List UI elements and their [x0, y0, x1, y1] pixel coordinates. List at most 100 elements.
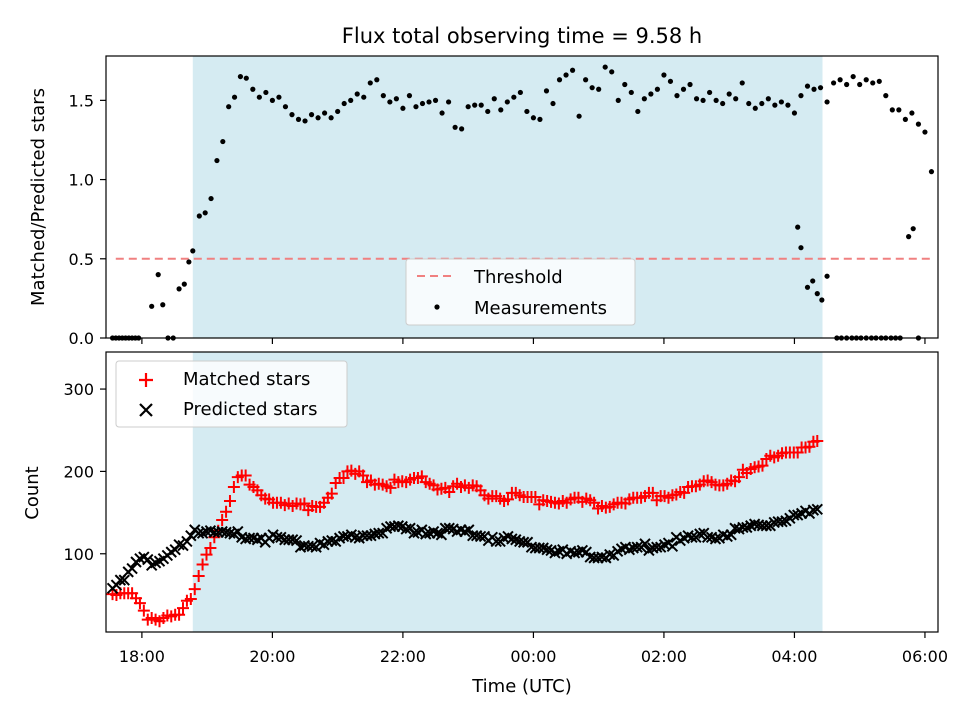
measurement-point: [393, 96, 399, 102]
measurement-point: [589, 85, 595, 91]
measurement-point: [661, 72, 667, 78]
legend-measurements-label: Measurements: [474, 298, 607, 319]
measurement-point: [830, 80, 837, 86]
top-y-axis-label: Matched/Predicted stars: [28, 88, 49, 306]
measurement-point: [824, 273, 830, 279]
measurement-point: [798, 245, 804, 251]
measurement-point: [765, 96, 771, 102]
bottom-legend-box: [115, 360, 348, 428]
measurement-point: [511, 94, 517, 100]
measurement-point: [700, 97, 706, 103]
measurement-point: [160, 302, 166, 308]
measurement-point: [896, 107, 902, 113]
y-tick-label: 1.0: [69, 171, 94, 190]
measurement-point: [196, 213, 202, 219]
matched-star-point: [501, 493, 514, 506]
measurement-point: [202, 210, 208, 216]
matched-star-point: [223, 495, 236, 508]
measurement-point: [837, 77, 843, 83]
top-legend-box: [405, 258, 636, 326]
measurement-point: [583, 77, 589, 83]
measurement-point: [746, 100, 752, 107]
predicted-star-point: [639, 538, 651, 550]
measurement-point: [485, 108, 491, 115]
predicted-star-point: [604, 548, 616, 561]
measurement-point: [778, 99, 784, 105]
legend-matched-label: Matched stars: [183, 369, 310, 390]
measurement-point: [426, 99, 432, 105]
top-y-ticks: 0.0 0.5 1.0 1.5: [69, 91, 106, 348]
matched-star-point: [646, 486, 659, 499]
measurement-point: [237, 73, 244, 80]
measurement-point: [354, 91, 360, 97]
x-tick-label: 04:00: [771, 647, 817, 666]
predicted-star-point: [118, 574, 130, 586]
matched-star-point: [137, 604, 150, 617]
matched-star-point: [192, 570, 205, 582]
measurement-point: [295, 116, 302, 122]
predicted-star-point: [725, 529, 737, 541]
predicted-star-point: [306, 540, 318, 553]
predicted-star-point: [517, 536, 530, 548]
matched-star-point: [325, 487, 338, 500]
top-panel: 0.0 0.5 1.0 1.5 Matched/Predicted stars Thr…: [28, 55, 939, 348]
measurement-point: [400, 105, 406, 111]
measurement-point: [915, 121, 922, 127]
measurement-point: [367, 80, 373, 86]
measurement-point: [504, 99, 510, 105]
measurement-point: [739, 80, 745, 86]
matched-star-point: [133, 597, 146, 610]
measurement-point: [406, 93, 413, 99]
measurement-point: [615, 97, 621, 103]
measurement-point: [190, 248, 196, 254]
measurement-point: [374, 77, 380, 83]
predicted-star-point: [760, 520, 773, 532]
matched-star-point: [227, 481, 240, 494]
measurement-point: [819, 297, 825, 303]
measurement-point: [726, 91, 732, 97]
predicted-star-point: [686, 531, 698, 544]
measurement-point: [889, 107, 895, 113]
measurement-point: [226, 104, 232, 110]
measurement-point: [772, 102, 778, 108]
matched-star-point: [529, 490, 542, 503]
measurement-point: [883, 93, 889, 99]
matched-star-point: [337, 472, 350, 484]
predicted-star-point: [694, 528, 706, 540]
measurement-point: [556, 77, 563, 83]
bottom-plot-frame: [105, 351, 939, 633]
measurement-point: [707, 89, 713, 96]
measurement-point: [176, 286, 182, 292]
measurement-point: [576, 113, 582, 119]
measurement-point: [419, 100, 426, 107]
measurement-point: [517, 89, 523, 96]
measurement-point: [208, 195, 214, 202]
predicted-star-point: [463, 524, 475, 536]
predicted-star-point: [126, 562, 138, 575]
legend-predicted-label: Predicted stars: [183, 399, 317, 420]
measurement-point: [824, 99, 830, 105]
y-tick-label: 100: [63, 545, 94, 564]
measurement-point: [315, 115, 321, 121]
bottom-y-axis-label: Count: [22, 466, 43, 519]
measurement-point: [537, 116, 543, 122]
measurement-point: [498, 107, 504, 113]
matched-star-point: [298, 497, 311, 510]
measurement-point: [870, 80, 876, 86]
measurement-point: [667, 78, 674, 84]
predicted-star-point: [326, 534, 338, 547]
predicted-star-point: [181, 535, 193, 548]
measurement-point: [452, 124, 458, 130]
measurement-point: [811, 86, 817, 92]
measurement-point: [635, 108, 641, 115]
measurement-point: [155, 272, 161, 278]
measurement-point: [641, 96, 647, 102]
legend-threshold-label: Threshold: [473, 267, 563, 288]
predicted-star-point: [420, 528, 432, 540]
measurement-point: [798, 93, 804, 99]
matched-star-point: [220, 505, 233, 518]
measurement-point: [876, 78, 882, 84]
measurement-point: [563, 72, 569, 78]
x-tick-label: 00:00: [510, 647, 556, 666]
